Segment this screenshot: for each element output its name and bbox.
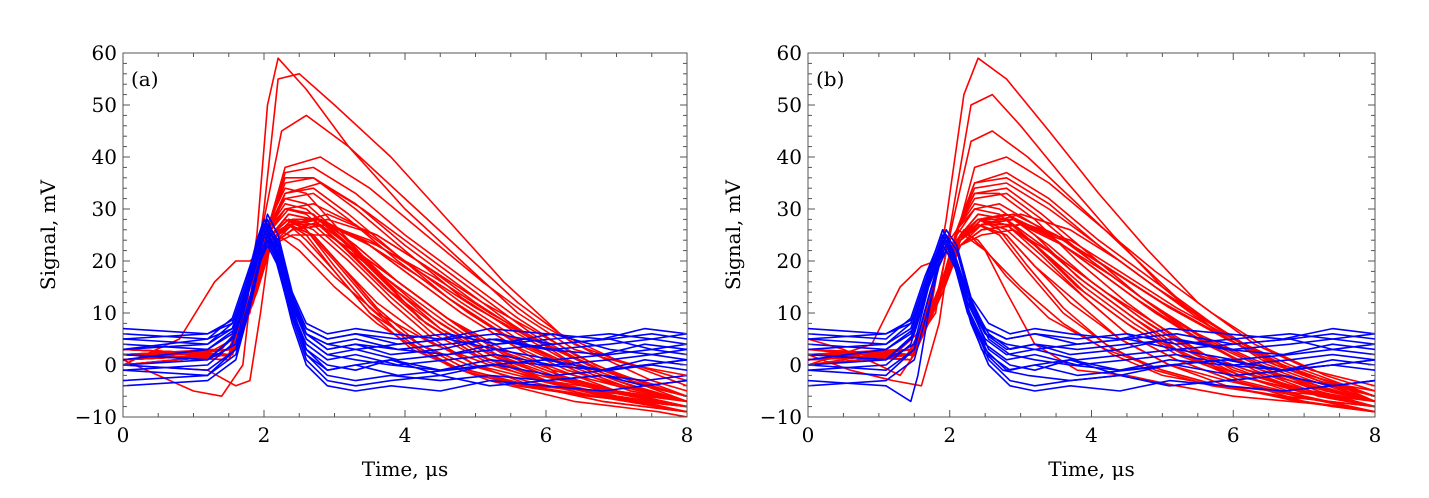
red-trace-32 [808, 192, 1375, 403]
blue-trace-9 [123, 234, 687, 377]
blue-trace-10 [808, 239, 1375, 366]
red-trace-31 [808, 218, 1375, 403]
y-tick-label: 20 [777, 249, 802, 273]
traces [123, 57, 687, 417]
y-axis-label: Signal, mV [36, 179, 60, 290]
y-tick-label: 60 [777, 41, 802, 65]
y-tick-label: 40 [92, 145, 117, 169]
panel-label: (b) [816, 67, 844, 91]
x-tick-label: 4 [399, 423, 412, 447]
blue-trace-14 [123, 234, 687, 371]
x-axis-label: Time, μs [362, 457, 449, 481]
y-tick-label: 0 [789, 353, 802, 377]
x-tick-label: 0 [117, 423, 130, 447]
blue-trace-11 [808, 249, 1375, 392]
x-tick-label: 8 [1369, 423, 1382, 447]
blue-trace-10 [123, 213, 687, 340]
y-tick-label: −10 [75, 405, 117, 429]
y-tick-label: 50 [92, 93, 117, 117]
blue-trace-11 [123, 229, 687, 366]
y-tick-label: 50 [777, 93, 802, 117]
x-tick-label: 2 [258, 423, 271, 447]
y-tick-label: 30 [777, 197, 802, 221]
red-trace-35 [808, 229, 1375, 413]
red-trace-38 [123, 234, 687, 403]
y-tick-label: 20 [92, 249, 117, 273]
y-axis-label: Signal, mV [721, 179, 745, 290]
x-tick-label: 6 [540, 423, 553, 447]
x-tick-label: 2 [943, 423, 956, 447]
y-tick-label: 60 [92, 41, 117, 65]
x-tick-label: 8 [681, 423, 694, 447]
x-axis-label: Time, μs [1048, 457, 1135, 481]
red-trace-34 [808, 229, 1375, 413]
red-trace-3 [808, 171, 1375, 397]
red-trace-40 [123, 218, 687, 417]
y-tick-label: 0 [104, 353, 117, 377]
red-trace-34 [123, 218, 687, 397]
y-tick-label: 10 [92, 301, 117, 325]
red-trace-17 [123, 166, 687, 397]
blue-trace-13 [808, 244, 1375, 371]
traces [808, 57, 1375, 413]
blue-trace-5 [123, 218, 687, 345]
blue-trace-15 [123, 218, 687, 345]
y-tick-label: −10 [760, 405, 802, 429]
y-tick-label: 10 [777, 301, 802, 325]
y-tick-label: 40 [777, 145, 802, 169]
blue-trace-14 [808, 229, 1375, 345]
blue-trace-9 [808, 229, 1375, 340]
red-trace-39 [123, 229, 687, 413]
x-tick-label: 0 [802, 423, 815, 447]
x-tick-label: 6 [1227, 423, 1240, 447]
y-tick-label: 30 [92, 197, 117, 221]
x-tick-label: 4 [1085, 423, 1098, 447]
blue-trace-6 [123, 239, 687, 387]
blue-trace-12 [123, 244, 687, 392]
red-trace-37 [123, 223, 687, 413]
panel-label: (a) [131, 67, 159, 91]
